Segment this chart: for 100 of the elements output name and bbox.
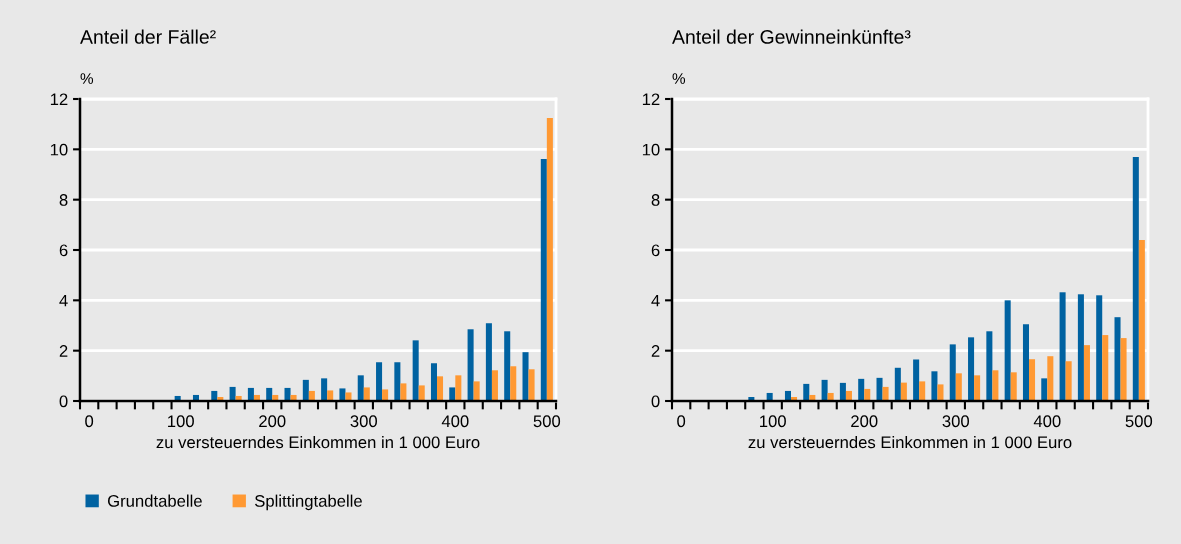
bar xyxy=(382,389,389,401)
bar xyxy=(1022,324,1029,401)
bar xyxy=(266,387,273,401)
bar xyxy=(302,379,309,401)
bar xyxy=(284,387,291,401)
bar xyxy=(1120,338,1127,401)
bar xyxy=(412,340,419,401)
bar xyxy=(992,370,999,401)
legend-label: Grundtabelle xyxy=(107,494,202,507)
bar xyxy=(363,387,370,401)
bar xyxy=(327,390,334,401)
bar xyxy=(1077,294,1084,401)
bar xyxy=(394,362,401,401)
x-tick-label: 0 xyxy=(85,415,94,428)
x-tick-label: 300 xyxy=(350,415,378,428)
legend-label: Splittingtabelle xyxy=(255,494,362,511)
x-tick-label: 100 xyxy=(760,415,786,428)
bar xyxy=(473,381,480,401)
x-tick-label: 500 xyxy=(1125,415,1153,428)
bar xyxy=(1083,345,1090,401)
bar xyxy=(986,331,993,401)
x-tick-label: 500 xyxy=(533,415,561,428)
chart-title: Anteil der Gewinneinkünfte³ xyxy=(672,29,911,44)
bar xyxy=(882,386,889,401)
y-tick-label: 8 xyxy=(651,194,660,206)
bar xyxy=(247,387,254,401)
bar xyxy=(449,387,456,401)
y-tick-label: 8 xyxy=(59,194,68,206)
x-tick-label: 200 xyxy=(259,415,286,428)
y-tick-label: 0 xyxy=(651,395,660,408)
bar xyxy=(839,382,846,401)
x-tick-label: 300 xyxy=(942,415,970,428)
bar xyxy=(949,344,956,401)
x-tick-label: 200 xyxy=(851,415,878,428)
bar xyxy=(1041,378,1048,401)
bar xyxy=(876,377,883,401)
bar xyxy=(418,385,425,401)
bar xyxy=(955,373,962,401)
bar xyxy=(1096,295,1103,401)
bar xyxy=(821,379,828,401)
bar xyxy=(491,370,498,401)
bar xyxy=(522,352,529,401)
bar xyxy=(357,375,364,401)
bar xyxy=(1132,156,1139,401)
bar xyxy=(1065,361,1072,401)
bar xyxy=(1004,300,1011,401)
y-axis-title: % xyxy=(672,73,686,84)
bar xyxy=(913,359,920,401)
bar xyxy=(1102,335,1109,401)
bar xyxy=(321,378,328,401)
x-tick-label: 100 xyxy=(168,415,194,428)
bar xyxy=(1059,292,1066,401)
y-tick-label: 6 xyxy=(59,244,68,257)
y-tick-label: 2 xyxy=(651,345,660,357)
bar xyxy=(467,329,474,401)
bar xyxy=(1114,317,1121,401)
x-tick-label: 400 xyxy=(1033,415,1061,428)
bar xyxy=(528,369,535,401)
bar xyxy=(400,383,407,401)
x-axis-title: zu versteuerndes Einkommen in 1 000 Euro xyxy=(748,435,1072,449)
y-tick-label: 0 xyxy=(59,395,68,408)
bar xyxy=(894,367,901,401)
bar xyxy=(540,158,547,401)
y-tick-label: 6 xyxy=(651,244,660,257)
y-tick-label: 2 xyxy=(59,345,68,357)
y-tick-label: 12 xyxy=(642,93,660,106)
bar xyxy=(931,371,938,401)
bar xyxy=(229,386,236,401)
bar xyxy=(968,337,975,401)
bar xyxy=(485,323,492,401)
bar xyxy=(858,378,865,401)
bar xyxy=(1138,239,1145,401)
bar xyxy=(339,388,346,401)
bar xyxy=(974,375,981,401)
y-tick-label: 10 xyxy=(642,143,660,156)
bar xyxy=(510,366,517,401)
x-tick-label: 400 xyxy=(441,415,469,428)
bar xyxy=(430,363,437,401)
bar xyxy=(937,384,944,401)
y-axis-title: % xyxy=(80,73,94,84)
bar xyxy=(1010,372,1017,401)
bar xyxy=(919,381,926,401)
bar xyxy=(504,331,511,401)
bar xyxy=(803,383,810,401)
y-tick-label: 4 xyxy=(59,294,68,307)
bar xyxy=(345,392,352,401)
x-axis-title: zu versteuerndes Einkommen in 1 000 Euro xyxy=(156,435,480,449)
bar xyxy=(864,388,871,401)
y-tick-label: 4 xyxy=(651,294,660,307)
bar xyxy=(1047,356,1054,401)
bar xyxy=(900,382,907,401)
bar xyxy=(455,375,462,401)
bar xyxy=(1029,359,1036,401)
y-tick-label: 12 xyxy=(50,93,68,106)
bar xyxy=(546,117,553,401)
x-tick-label: 0 xyxy=(677,415,686,428)
chart-title: Anteil der Fälle² xyxy=(80,29,216,44)
bar xyxy=(437,376,444,401)
y-tick-label: 10 xyxy=(50,143,68,156)
bar xyxy=(376,362,383,401)
